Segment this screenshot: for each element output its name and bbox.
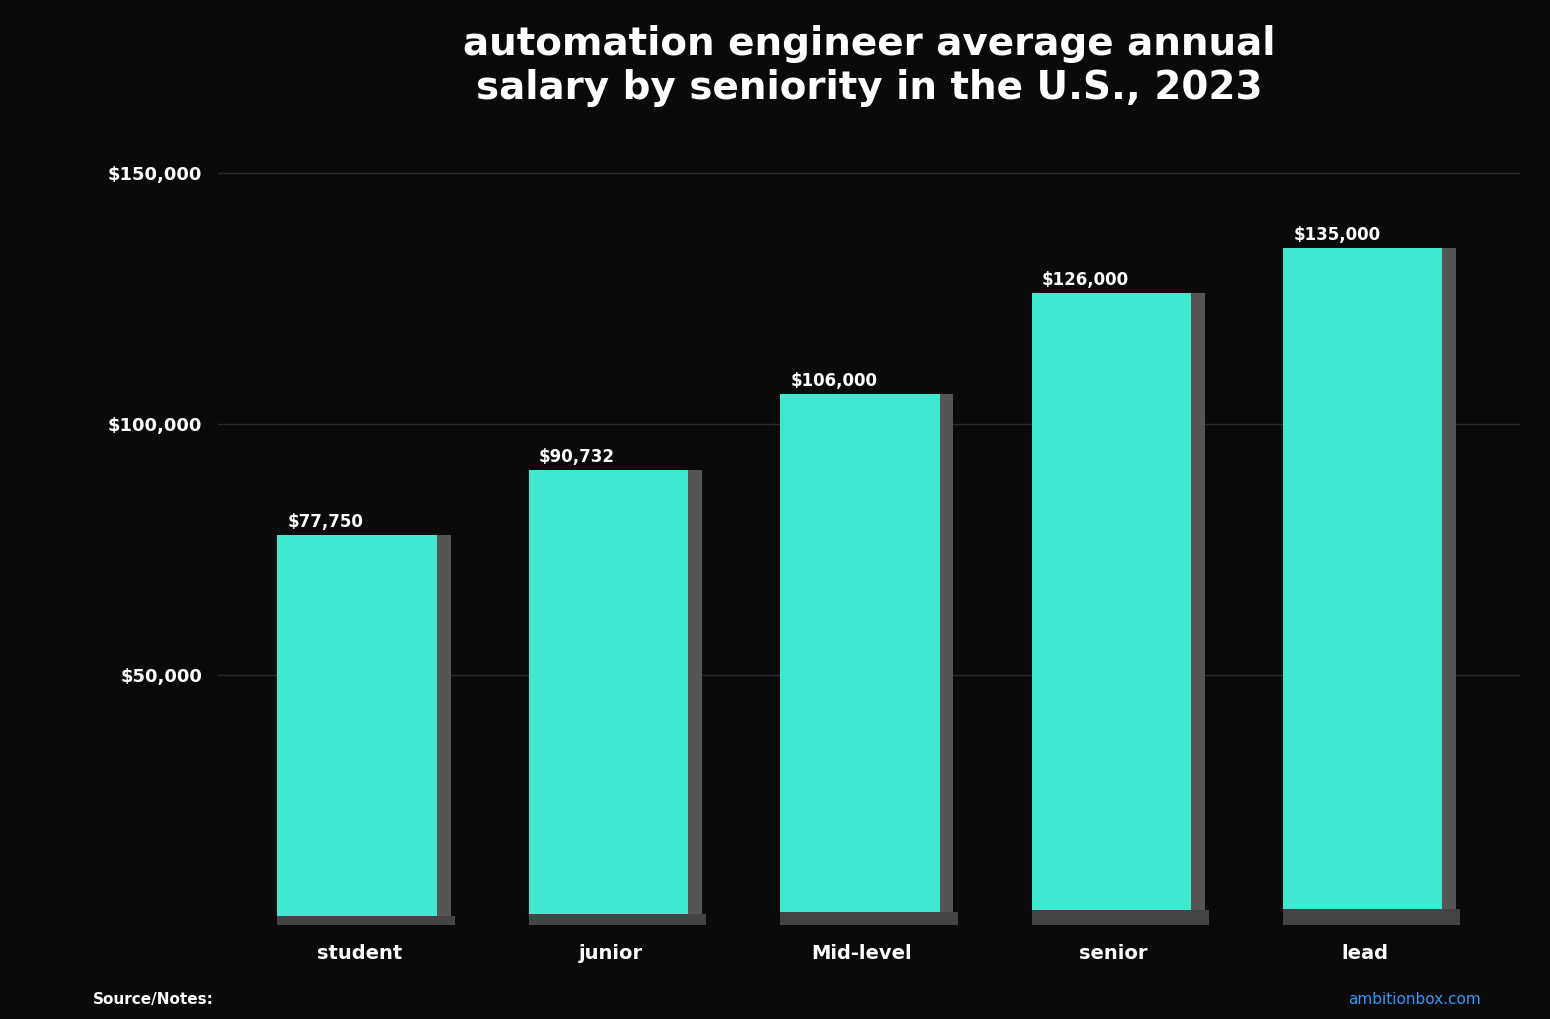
Bar xyxy=(277,535,440,925)
Bar xyxy=(1032,910,1209,925)
Bar xyxy=(1032,293,1195,925)
Bar xyxy=(1443,249,1455,925)
Bar xyxy=(437,535,451,925)
Text: $77,750: $77,750 xyxy=(288,514,363,531)
Bar xyxy=(529,914,707,925)
Bar xyxy=(1283,909,1460,925)
Text: $126,000: $126,000 xyxy=(1042,271,1128,289)
Bar xyxy=(939,393,953,925)
Text: ambitionbox.com: ambitionbox.com xyxy=(1348,991,1482,1007)
Text: Source/Notes:: Source/Notes: xyxy=(93,991,214,1007)
Bar xyxy=(780,912,958,925)
Bar xyxy=(780,393,944,925)
Text: $106,000: $106,000 xyxy=(790,372,877,389)
Bar xyxy=(277,916,454,925)
Bar xyxy=(688,470,702,925)
Text: $90,732: $90,732 xyxy=(539,448,615,467)
Text: $135,000: $135,000 xyxy=(1293,226,1381,245)
Bar xyxy=(1283,249,1446,925)
Bar xyxy=(1190,293,1204,925)
Title: automation engineer average annual
salary by seniority in the U.S., 2023: automation engineer average annual salar… xyxy=(462,25,1276,107)
Bar xyxy=(529,470,693,925)
